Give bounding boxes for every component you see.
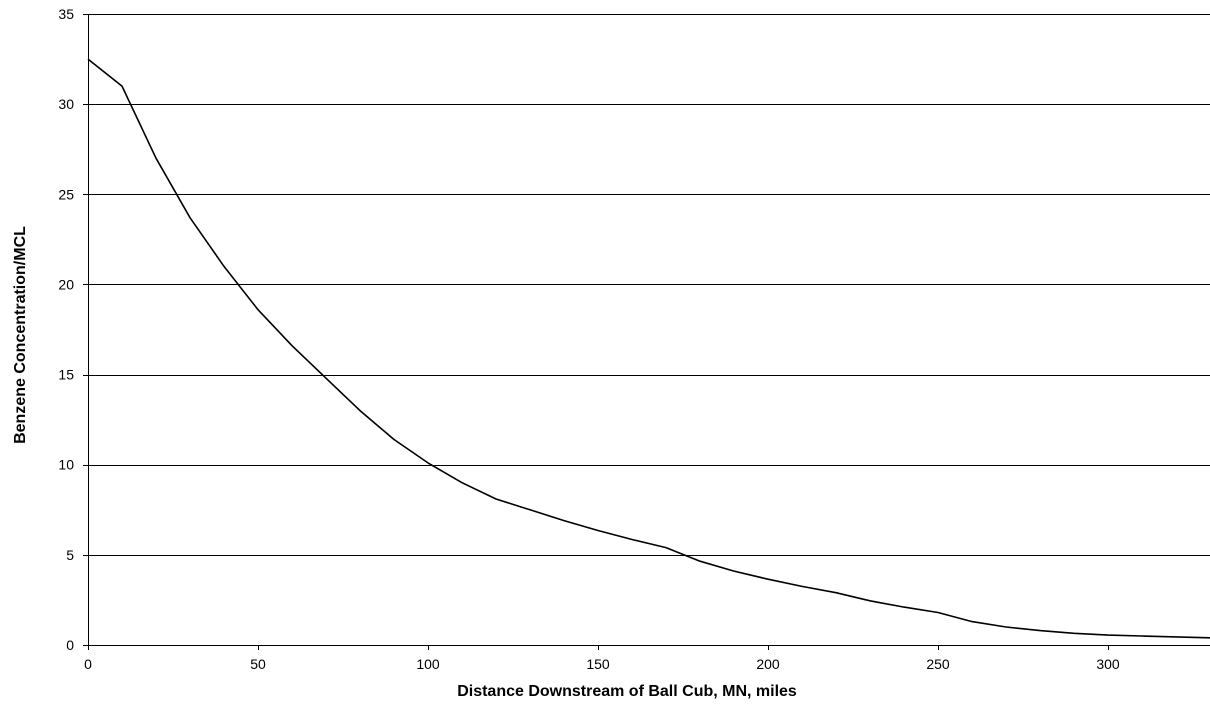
y-axis-title: Benzene Concentration/MCL	[12, 226, 29, 444]
x-axis-ticks: 0 50 100 150 200 250 300	[84, 645, 1120, 672]
y-tick-label: 5	[66, 547, 74, 563]
plot-area	[87, 14, 1210, 646]
y-tick-label: 15	[58, 367, 74, 383]
y-tick-label: 0	[66, 637, 74, 653]
y-tick-label: 20	[58, 276, 74, 292]
x-tick-label: 250	[926, 656, 950, 672]
y-tick-label: 35	[58, 6, 74, 22]
y-tick-label: 25	[58, 186, 74, 202]
series-line	[87, 58, 1210, 639]
gridlines	[88, 14, 1210, 556]
x-axis-title: Distance Downstream of Ball Cub, MN, mil…	[457, 683, 797, 700]
x-tick-label: 0	[84, 656, 92, 672]
x-tick-label: 100	[416, 656, 440, 672]
y-tick-label: 10	[58, 457, 74, 473]
y-tick-label: 30	[58, 96, 74, 112]
y-axis-ticks: 0 5 10 15 20 25 30 35	[58, 6, 88, 653]
x-tick-label: 50	[250, 656, 266, 672]
x-tick-label: 200	[756, 656, 780, 672]
x-tick-label: 300	[1096, 656, 1120, 672]
x-tick-label: 150	[586, 656, 610, 672]
